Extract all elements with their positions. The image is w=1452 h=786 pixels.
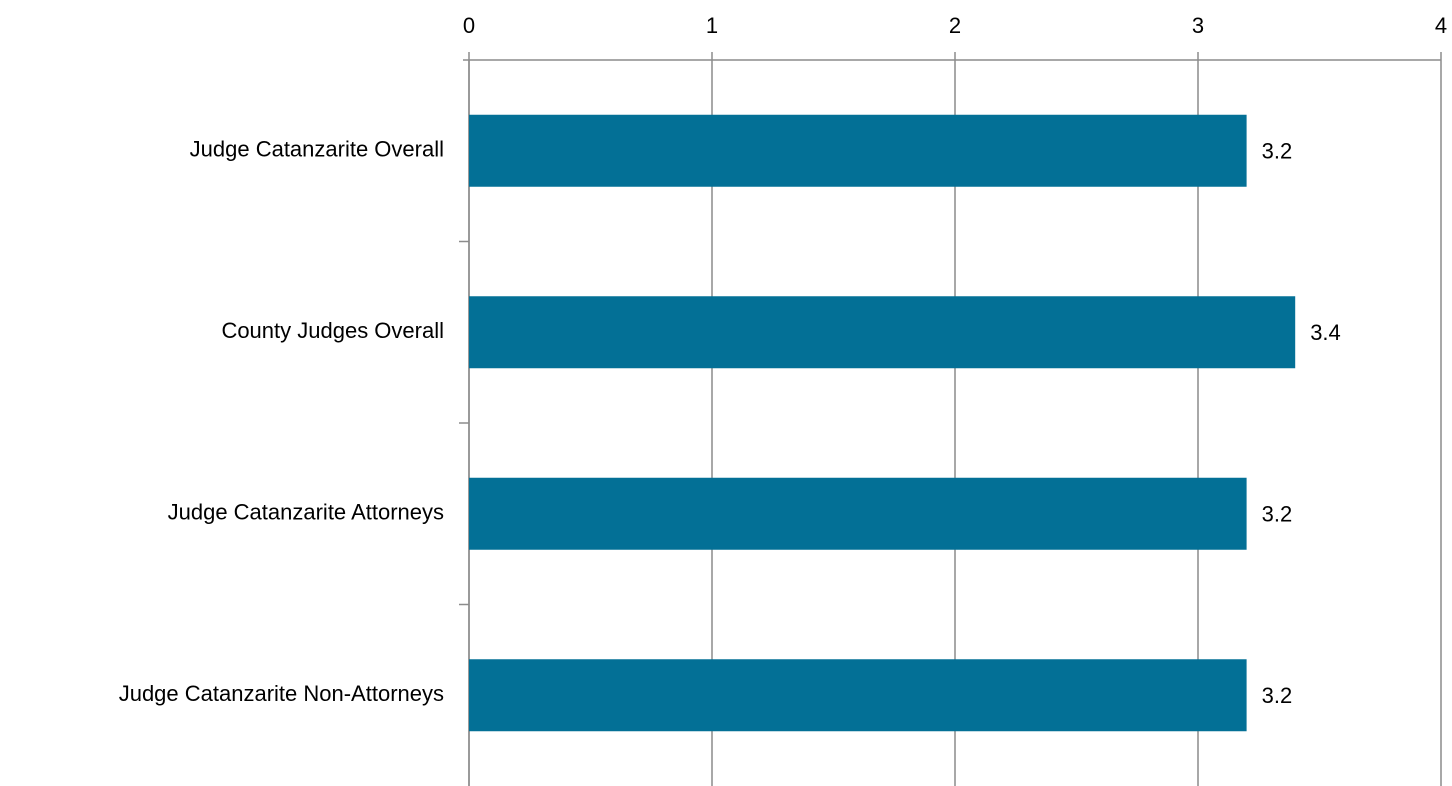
bar [469,114,1247,187]
x-tick-label: 2 [949,13,961,38]
value-label: 3.2 [1262,502,1293,527]
x-tick-label: 1 [706,13,718,38]
x-tick-label: 4 [1435,13,1447,38]
y-tick-label: County Judges Overall [221,318,444,343]
y-tick-label: Judge Catanzarite Overall [190,137,444,162]
y-tick-label: Judge Catanzarite Non-Attorneys [119,681,444,706]
value-label: 3.4 [1310,320,1341,345]
x-tick-label: 0 [463,13,475,38]
bar [469,477,1247,550]
value-label: 3.2 [1262,139,1293,164]
bar [469,296,1296,369]
x-tick-label: 3 [1192,13,1204,38]
y-tick-label: Judge Catanzarite Attorneys [168,500,444,525]
value-label: 3.2 [1262,683,1293,708]
bar [469,659,1247,732]
